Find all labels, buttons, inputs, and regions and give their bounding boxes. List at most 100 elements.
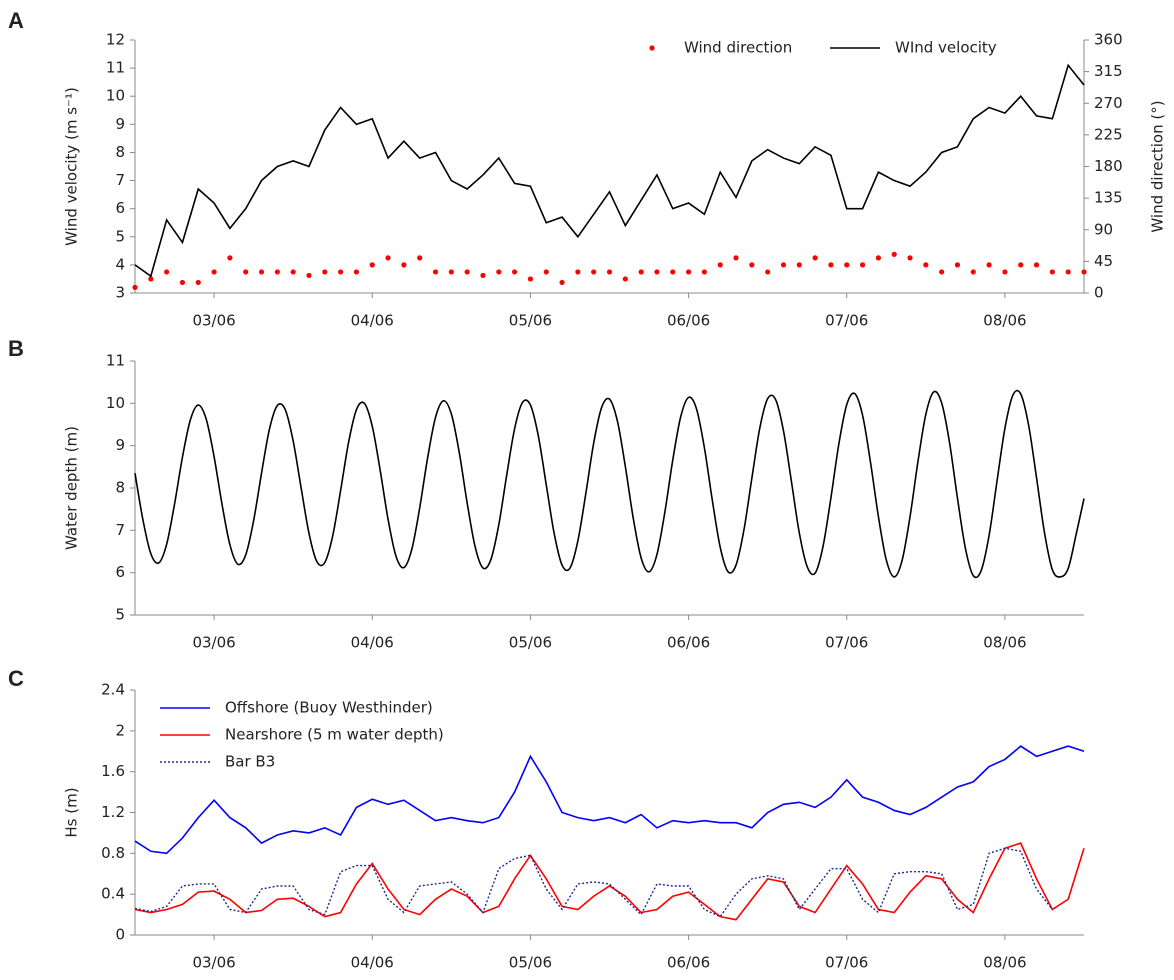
direction-dot	[923, 262, 929, 268]
direction-dot	[733, 255, 739, 261]
direction-dot	[765, 269, 771, 275]
direction-dot	[243, 269, 249, 275]
direction-dot	[907, 255, 913, 261]
y-tick-label: 1.2	[101, 803, 125, 821]
direction-dot	[1049, 269, 1055, 275]
y-tick-label: 7	[115, 521, 125, 539]
direction-dot	[591, 269, 597, 275]
y2-tick-label: 45	[1094, 252, 1113, 270]
direction-dot	[654, 269, 660, 275]
direction-dot	[796, 262, 802, 268]
direction-dot	[322, 269, 328, 275]
legend-swatch	[649, 45, 655, 51]
direction-dot	[195, 279, 201, 286]
direction-dot	[780, 262, 787, 268]
y2-tick-label: 135	[1094, 189, 1123, 207]
y2-tick-label: 270	[1094, 94, 1123, 112]
x-tick-label: 08/06	[983, 312, 1026, 330]
direction-dot	[132, 284, 138, 290]
direction-dot	[1081, 269, 1087, 275]
direction-dot	[638, 269, 644, 275]
x-tick-label: 03/06	[192, 954, 235, 972]
x-tick-label: 08/06	[983, 954, 1026, 972]
direction-dot	[432, 269, 439, 275]
direction-dot	[258, 269, 265, 275]
direction-dot	[844, 262, 850, 268]
y-tick-label: 6	[115, 563, 125, 581]
y-tick-label: 2	[115, 721, 125, 739]
y2-tick-label: 90	[1094, 220, 1113, 238]
y-axis-label: Hs (m)	[63, 787, 81, 837]
direction-dot	[417, 255, 423, 261]
y-tick-label: 3	[115, 284, 125, 302]
y-axis-label: Wind velocity (m s⁻¹)	[63, 87, 81, 246]
legend-label: WInd velocity	[895, 39, 997, 57]
direction-dot	[211, 269, 217, 275]
direction-dot	[939, 269, 945, 275]
x-tick-label: 06/06	[667, 312, 710, 330]
y2-tick-label: 180	[1094, 157, 1123, 175]
direction-dot	[1018, 262, 1024, 268]
direction-dot	[559, 279, 565, 286]
y-tick-label: 5	[115, 606, 125, 624]
direction-dot	[670, 269, 676, 275]
direction-dot	[448, 269, 454, 275]
direction-dot	[828, 262, 834, 268]
legend-label: Nearshore (5 m water depth)	[225, 726, 444, 744]
legend-label: Offshore (Buoy Westhinder)	[225, 699, 433, 717]
y-tick-label: 5	[115, 227, 125, 245]
y-tick-label: 9	[115, 115, 125, 133]
direction-dot	[338, 269, 344, 275]
direction-dot	[543, 269, 549, 275]
x-tick-label: 03/06	[192, 634, 235, 652]
direction-dot	[812, 255, 818, 261]
y-tick-label: 10	[106, 87, 125, 105]
direction-dot	[496, 269, 502, 275]
direction-dot	[290, 269, 296, 275]
direction-dot	[685, 269, 692, 275]
direction-dot	[511, 269, 518, 275]
y2-axis-label: Wind direction (°)	[1149, 100, 1167, 232]
x-tick-label: 07/06	[825, 634, 868, 652]
panel-label: C	[8, 666, 24, 691]
direction-dot	[875, 255, 881, 261]
direction-dot	[970, 269, 976, 275]
series-line	[134, 842, 1085, 921]
x-tick-label: 04/06	[351, 954, 394, 972]
y-tick-label: 1.6	[101, 762, 125, 780]
direction-dot	[480, 272, 486, 279]
panel-label: A	[8, 8, 24, 33]
y-axis-label: Water depth (m)	[63, 426, 81, 550]
y-tick-label: 2.4	[101, 681, 125, 699]
x-tick-label: 06/06	[667, 954, 710, 972]
series-line	[134, 847, 1053, 918]
direction-dot	[1065, 269, 1071, 275]
direction-dot	[749, 262, 755, 268]
x-tick-label: 04/06	[351, 634, 394, 652]
direction-dot	[1002, 269, 1008, 275]
y-tick-label: 10	[106, 394, 125, 412]
x-tick-label: 06/06	[667, 634, 710, 652]
direction-dot	[227, 255, 233, 261]
direction-dot	[954, 262, 961, 268]
y-tick-label: 11	[106, 59, 125, 77]
direction-dot	[527, 276, 534, 282]
y-tick-label: 8	[115, 479, 125, 497]
direction-dot	[986, 262, 992, 268]
x-tick-label: 07/06	[825, 954, 868, 972]
y2-tick-label: 360	[1094, 31, 1123, 49]
y-tick-label: 7	[115, 171, 125, 189]
legend-label: Bar B3	[225, 753, 275, 771]
y-tick-label: 0	[115, 926, 125, 944]
direction-dot	[464, 269, 470, 275]
y2-tick-label: 225	[1094, 125, 1123, 143]
direction-dot	[369, 262, 375, 268]
direction-dot	[353, 269, 360, 275]
direction-dot	[164, 269, 170, 275]
series-line	[134, 745, 1085, 855]
direction-dot	[717, 262, 723, 268]
y2-tick-label: 315	[1094, 62, 1123, 80]
direction-dot	[859, 262, 866, 268]
direction-dot	[575, 269, 581, 275]
